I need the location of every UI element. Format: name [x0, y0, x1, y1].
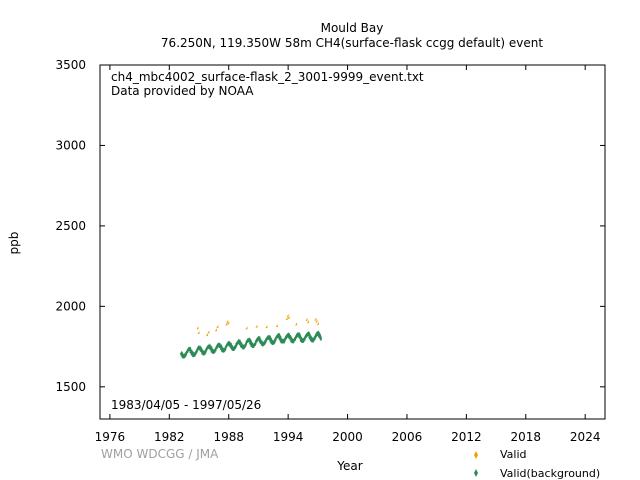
x-tick-label: 1988 [213, 430, 244, 444]
data-point-background [289, 335, 292, 339]
data-point-valid [275, 323, 278, 327]
legend-background-marker [474, 469, 478, 477]
data-point-valid [287, 315, 290, 319]
data-point-valid [306, 320, 309, 324]
data-point-background [269, 337, 272, 341]
data-point-background [317, 331, 320, 335]
data-point-background [238, 339, 241, 343]
data-point-valid [205, 333, 208, 337]
data-point-background [197, 344, 200, 348]
data-point-background [249, 339, 252, 343]
data-point-valid [315, 319, 318, 323]
data-point-background [239, 341, 242, 345]
x-tick-label: 2000 [332, 430, 363, 444]
data-point-background [295, 331, 298, 335]
data-point-background [220, 345, 223, 349]
x-tick-label: 2006 [392, 430, 423, 444]
y-axis-label: ppb [7, 232, 21, 255]
x-ticks: 1976 1982 1988 1994 2000 2006 2012 2018 2024 [95, 65, 601, 444]
data-point-background [207, 343, 210, 347]
data-point-valid [255, 324, 258, 328]
data-point-valid [226, 319, 229, 323]
legend-valid-label: Valid [500, 448, 527, 461]
data-point-valid [207, 330, 210, 334]
y-tick-label: 3500 [55, 58, 86, 72]
data-point-valid [214, 328, 217, 332]
chart-title: Mould Bay [321, 21, 384, 35]
y-tick-label: 2000 [55, 299, 86, 313]
data-point-background [267, 334, 270, 338]
date-range-label: 1983/04/05 - 1997/05/26 [111, 398, 261, 412]
data-point-background [179, 350, 182, 354]
data-point-valid [265, 325, 268, 329]
data-point-background [238, 340, 241, 344]
data-point-valid [245, 326, 248, 330]
data-point-background [242, 344, 245, 348]
credit-label: WMO WDCGG / JMA [101, 447, 219, 461]
legend-valid-marker [474, 451, 478, 459]
data-point-valid [295, 322, 298, 326]
data-point-valid [196, 326, 199, 330]
data-point-valid [305, 317, 308, 321]
x-tick-label: 1994 [273, 430, 304, 444]
data-point-valid [197, 330, 200, 334]
file-label: ch4_mbc4002_surface-flask_2_3001-9999_ev… [111, 70, 424, 84]
x-tick-label: 1982 [154, 430, 185, 444]
chart-subtitle: 76.250N, 119.350W 58m CH4(surface-flask … [161, 36, 543, 50]
data-point-background [258, 337, 261, 341]
data-point-background [229, 343, 232, 347]
data-point-valid [285, 317, 288, 321]
data-point-valid [286, 313, 289, 317]
data-point-valid [314, 317, 317, 321]
data-point-background [270, 338, 273, 342]
data-point-background [221, 347, 224, 351]
data-point-background [199, 347, 202, 351]
provider-label: Data provided by NOAA [111, 84, 254, 98]
data-point-valid [316, 321, 319, 325]
data-point-background [279, 336, 282, 340]
y-ticks: 1500 2000 2500 3000 3500 [55, 58, 605, 394]
data-point-valid [227, 321, 230, 325]
series-valid-background [179, 330, 322, 359]
data-point-background [211, 347, 214, 351]
y-tick-label: 2500 [55, 219, 86, 233]
data-point-background [308, 333, 311, 337]
data-point-valid [225, 322, 228, 326]
x-tick-label: 2012 [451, 430, 482, 444]
data-point-background [308, 332, 311, 336]
x-tick-label: 2024 [570, 430, 601, 444]
legend: Valid Valid(background) [474, 448, 600, 480]
data-point-valid [216, 324, 219, 328]
data-point-background [271, 339, 274, 343]
data-point-background [319, 337, 322, 341]
x-tick-label: 1976 [95, 430, 126, 444]
data-point-background [248, 338, 251, 342]
legend-background-label: Valid(background) [500, 467, 600, 480]
x-axis-label: Year [336, 459, 362, 473]
data-point-background [287, 332, 290, 336]
data-point-background [190, 349, 193, 353]
data-point-background [300, 336, 303, 340]
y-tick-label: 1500 [55, 380, 86, 394]
series-valid [196, 313, 319, 337]
y-tick-label: 3000 [55, 138, 86, 152]
x-tick-label: 2018 [511, 430, 542, 444]
plot-frame [99, 64, 606, 420]
